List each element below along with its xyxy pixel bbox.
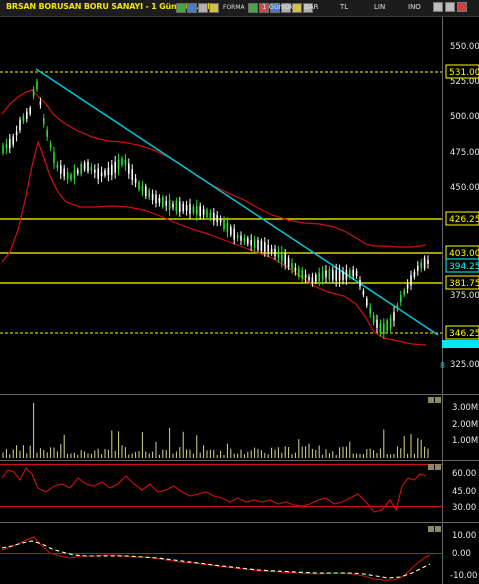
rsi-tick: 45.00: [452, 487, 476, 497]
rsi-tick: 30.00: [452, 503, 476, 513]
current-price-tag: 394.25: [445, 258, 479, 273]
price-tick: 500.00: [450, 112, 479, 122]
settings-icon[interactable]: [269, 2, 280, 13]
volume-panel-collapse-icon[interactable]: [428, 397, 434, 403]
macd-signal-line: [1, 540, 431, 579]
rsi-panel-close-icon[interactable]: [435, 464, 441, 470]
tab-tl[interactable]: TL: [340, 3, 349, 11]
price-tick: 475.00: [450, 148, 479, 158]
macd-tick: 0.00: [452, 549, 471, 559]
volume-axis: 3.00M 2.00M 1.00M: [452, 403, 478, 446]
tab-ino[interactable]: INO: [408, 3, 421, 11]
svg-text:394.25: 394.25: [449, 262, 479, 272]
rsi-line: [1, 467, 427, 513]
level-tag-403: 403.00: [445, 245, 479, 260]
minimize-button[interactable]: [433, 2, 443, 12]
price-axis: 550.00 525.00 500.00 475.00 450.00 375.0…: [440, 42, 479, 370]
delete-icon[interactable]: [258, 2, 269, 13]
svg-text:346.25: 346.25: [449, 329, 479, 339]
level-tag-346: 346.25: [442, 325, 479, 348]
volume-tick: 3.00M: [452, 403, 478, 413]
rsi-panel-collapse-icon[interactable]: [428, 464, 434, 470]
maximize-button[interactable]: [445, 2, 455, 12]
price-tick: 525.00: [450, 77, 479, 87]
macd-tick: 10.00: [452, 531, 476, 541]
cursor-icon[interactable]: [198, 2, 208, 13]
price-tick: 450.00: [450, 183, 479, 193]
level-tag-531: 531.00: [445, 64, 479, 79]
save-icon[interactable]: [291, 2, 302, 13]
svg-text:381.75: 381.75: [449, 279, 479, 289]
price-candles: [2, 78, 429, 339]
close-button[interactable]: [457, 2, 467, 12]
refresh-icon[interactable]: [302, 2, 313, 13]
price-tick: 325.00: [450, 360, 479, 370]
macd-line: [1, 536, 431, 581]
level-tag-426: 426.25: [445, 211, 479, 226]
volume-tick: 1.00M: [452, 436, 478, 446]
toolbar-left: FORMA: [176, 2, 314, 13]
add-indicator-icon[interactable]: [247, 2, 258, 13]
price-tick: 550.00: [450, 42, 479, 52]
volume-bars: [2, 403, 429, 458]
svg-text:531.00: 531.00: [449, 68, 479, 78]
svg-text:403.00: 403.00: [449, 249, 479, 259]
print-icon[interactable]: [280, 2, 291, 13]
tab-bar[interactable]: BAR: [304, 3, 319, 11]
price-tick: 375.00: [450, 291, 479, 301]
zoom-out-icon[interactable]: [187, 2, 197, 13]
tab-period[interactable]: 1 Günlük: [262, 3, 294, 11]
macd-tick: -10.00: [450, 571, 477, 581]
chart-title: BRSAN BORUSAN BORU SANAYI - 1 Günlük (.1…: [6, 2, 213, 11]
zoom-in-icon[interactable]: [176, 2, 186, 13]
level-tag-381: 381.75: [445, 275, 479, 290]
macd-axis: 10.00 0.00 -10.00: [450, 531, 477, 581]
panel-controls[interactable]: [428, 397, 441, 532]
macd-panel-collapse-icon[interactable]: [428, 526, 434, 532]
volume-tick: 2.00M: [452, 420, 478, 430]
trendline[interactable]: [35, 68, 439, 336]
macd-panel-close-icon[interactable]: [435, 526, 441, 532]
rsi-axis: 60.00 45.00 30.00: [452, 469, 476, 513]
bollinger-lower-band: [1, 139, 427, 346]
svg-text:426.25: 426.25: [449, 215, 479, 225]
chart-titlebar: BRSAN BORUSAN BORU SANAYI - 1 Günlük (.1…: [0, 0, 479, 17]
volume-panel-close-icon[interactable]: [435, 397, 441, 403]
forma-badge[interactable]: FORMA: [223, 4, 245, 11]
panel-separators: [0, 17, 479, 584]
axis-marker: 8: [440, 361, 445, 370]
pencil-icon[interactable]: [209, 2, 219, 13]
rsi-tick: 60.00: [452, 469, 476, 479]
tab-lin[interactable]: LIN: [374, 3, 386, 11]
